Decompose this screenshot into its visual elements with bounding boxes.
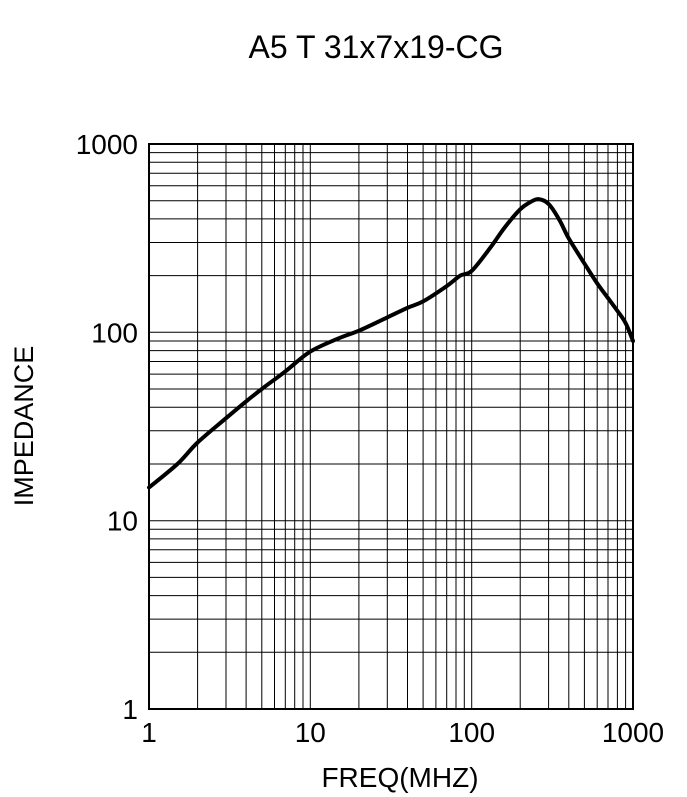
x-tick-label: 1000 bbox=[602, 717, 664, 748]
impedance-curve bbox=[147, 197, 635, 490]
grid-lines bbox=[149, 144, 633, 709]
y-tick-label: 1000 bbox=[76, 129, 138, 160]
x-tick-label: 100 bbox=[448, 717, 495, 748]
x-tick-labels: 1 10 100 1000 bbox=[141, 717, 664, 748]
y-tick-label: 10 bbox=[107, 506, 138, 537]
y-tick-label: 100 bbox=[91, 317, 138, 348]
y-tick-label: 1 bbox=[122, 694, 138, 725]
y-axis-label: IMPEDANCE bbox=[9, 346, 39, 507]
y-tick-labels: 1 10 100 1000 bbox=[76, 129, 138, 725]
chart-title: A5 T 31x7x19-CG bbox=[249, 29, 504, 65]
x-tick-label: 1 bbox=[141, 717, 157, 748]
x-tick-label: 10 bbox=[295, 717, 326, 748]
x-axis-label: FREQ(MHZ) bbox=[321, 762, 478, 793]
plot-frame bbox=[148, 143, 634, 710]
